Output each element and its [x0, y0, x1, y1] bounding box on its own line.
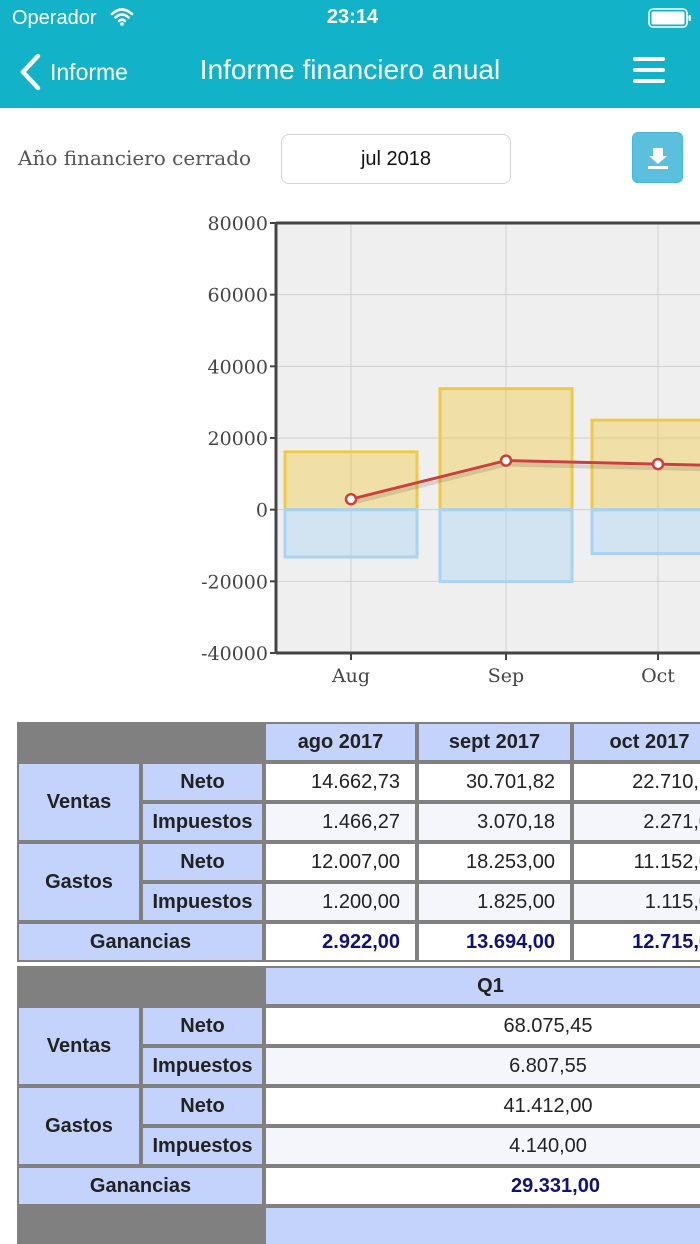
profit-point — [344, 492, 358, 506]
sales-group-label: Ventas — [17, 1006, 141, 1086]
table-corner — [17, 1206, 264, 1244]
y-tick-label: -20000 — [201, 571, 268, 593]
carrier-name: Operador — [12, 7, 97, 29]
x-tick-label: Aug — [331, 665, 370, 687]
table-cell: 1.200,00 — [264, 882, 417, 922]
table-cell: 12.007,00 — [264, 842, 417, 882]
column-header: sept 2017 — [417, 722, 572, 762]
y-tick-label: 60000 — [208, 285, 268, 307]
quarter-header: Q1 — [264, 966, 700, 1006]
profit-cell: 13.694,00 — [417, 922, 572, 962]
net-row-label: Neto — [141, 1086, 264, 1126]
download-button[interactable] — [632, 132, 683, 183]
table-cell: 2.271,0 — [572, 802, 700, 842]
column-header: ago 2017 — [264, 722, 417, 762]
y-tick-label: 80000 — [208, 213, 268, 235]
tax-row-label: Impuestos — [141, 1126, 264, 1166]
profit-point — [651, 457, 665, 471]
table-cell: 18.253,00 — [417, 842, 572, 882]
tax-row-label: Impuestos — [141, 1046, 264, 1086]
profit-line — [350, 459, 700, 501]
table-cell: 1.466,27 — [264, 802, 417, 842]
expenses-group-label: Gastos — [17, 842, 141, 922]
monthly-table: ago 2017 sept 2017 oct 2017 Ventas Neto … — [17, 722, 700, 962]
table-cell: 41.412,00 — [264, 1086, 700, 1126]
quarter-table: Q1 Ventas Neto 68.075,45 Impuestos 6.807… — [17, 966, 700, 1244]
x-tick-label: Oct — [641, 665, 675, 687]
app-header: Operador 23:14 Informe Informe financier… — [0, 0, 700, 108]
table-cell: 1.825,00 — [417, 882, 572, 922]
y-tick-label: -40000 — [201, 643, 268, 665]
sales-group-label: Ventas — [17, 762, 141, 842]
profit-row-label: Ganancias — [17, 1166, 264, 1206]
table-cell: 3.070,18 — [417, 802, 572, 842]
net-row-label: Neto — [141, 762, 264, 802]
sales-bar — [438, 387, 574, 512]
table-cell: 4.140,00 — [264, 1126, 700, 1166]
y-tick-label: 0 — [256, 500, 268, 522]
download-icon — [648, 148, 668, 169]
expenses-group-label: Gastos — [17, 1086, 141, 1166]
wifi-icon — [110, 8, 134, 26]
table-cell: 68.075,45 — [264, 1006, 700, 1046]
net-row-label: Neto — [141, 842, 264, 882]
nav-bar: Informe Informe financiero anual — [0, 36, 700, 108]
x-tick-label: Sep — [488, 665, 524, 687]
profit-line-shadow — [350, 462, 700, 506]
y-tick-label: 40000 — [208, 356, 268, 378]
page-title: Informe financiero anual — [199, 54, 501, 85]
table-corner — [17, 966, 264, 1006]
expenses-bar — [283, 508, 419, 559]
profit-row-label: Ganancias — [17, 922, 264, 962]
menu-icon[interactable] — [633, 57, 665, 83]
profit-point — [499, 454, 513, 467]
chevron-left-icon — [20, 53, 41, 91]
battery-icon — [648, 8, 691, 28]
y-tick-label: 20000 — [208, 428, 268, 450]
table-cell: 11.152,0 — [572, 842, 700, 882]
fiscal-year-label: Año financiero cerrado — [18, 146, 252, 170]
profit-cell: 29.331,00 — [264, 1166, 700, 1206]
table-corner — [17, 722, 264, 762]
table-cell: 6.807,55 — [264, 1046, 700, 1086]
next-quarter-header — [264, 1206, 700, 1244]
expenses-bar — [590, 508, 700, 556]
back-button[interactable]: Informe — [18, 52, 128, 92]
net-row-label: Neto — [141, 1006, 264, 1046]
table-cell: 22.710,9 — [572, 762, 700, 802]
back-label: Informe — [50, 58, 128, 85]
status-bar: Operador 23:14 — [0, 0, 700, 36]
table-cell: 14.662,73 — [264, 762, 417, 802]
status-time: 23:14 — [326, 6, 379, 28]
profit-cell: 12.715,0 — [572, 922, 700, 962]
table-cell: 1.115,0 — [572, 882, 700, 922]
table-cell: 30.701,82 — [417, 762, 572, 802]
profit-cell: 2.922,00 — [264, 922, 417, 962]
column-header: oct 2017 — [572, 722, 700, 762]
tax-row-label: Impuestos — [141, 882, 264, 922]
expenses-bar — [438, 508, 574, 584]
fiscal-year-select[interactable]: jul 2018 — [281, 134, 511, 184]
financial-chart: 80000 60000 40000 20000 0 -20000 -40000 Aug Sep O… — [201, 213, 700, 687]
tax-row-label: Impuestos — [141, 802, 264, 842]
